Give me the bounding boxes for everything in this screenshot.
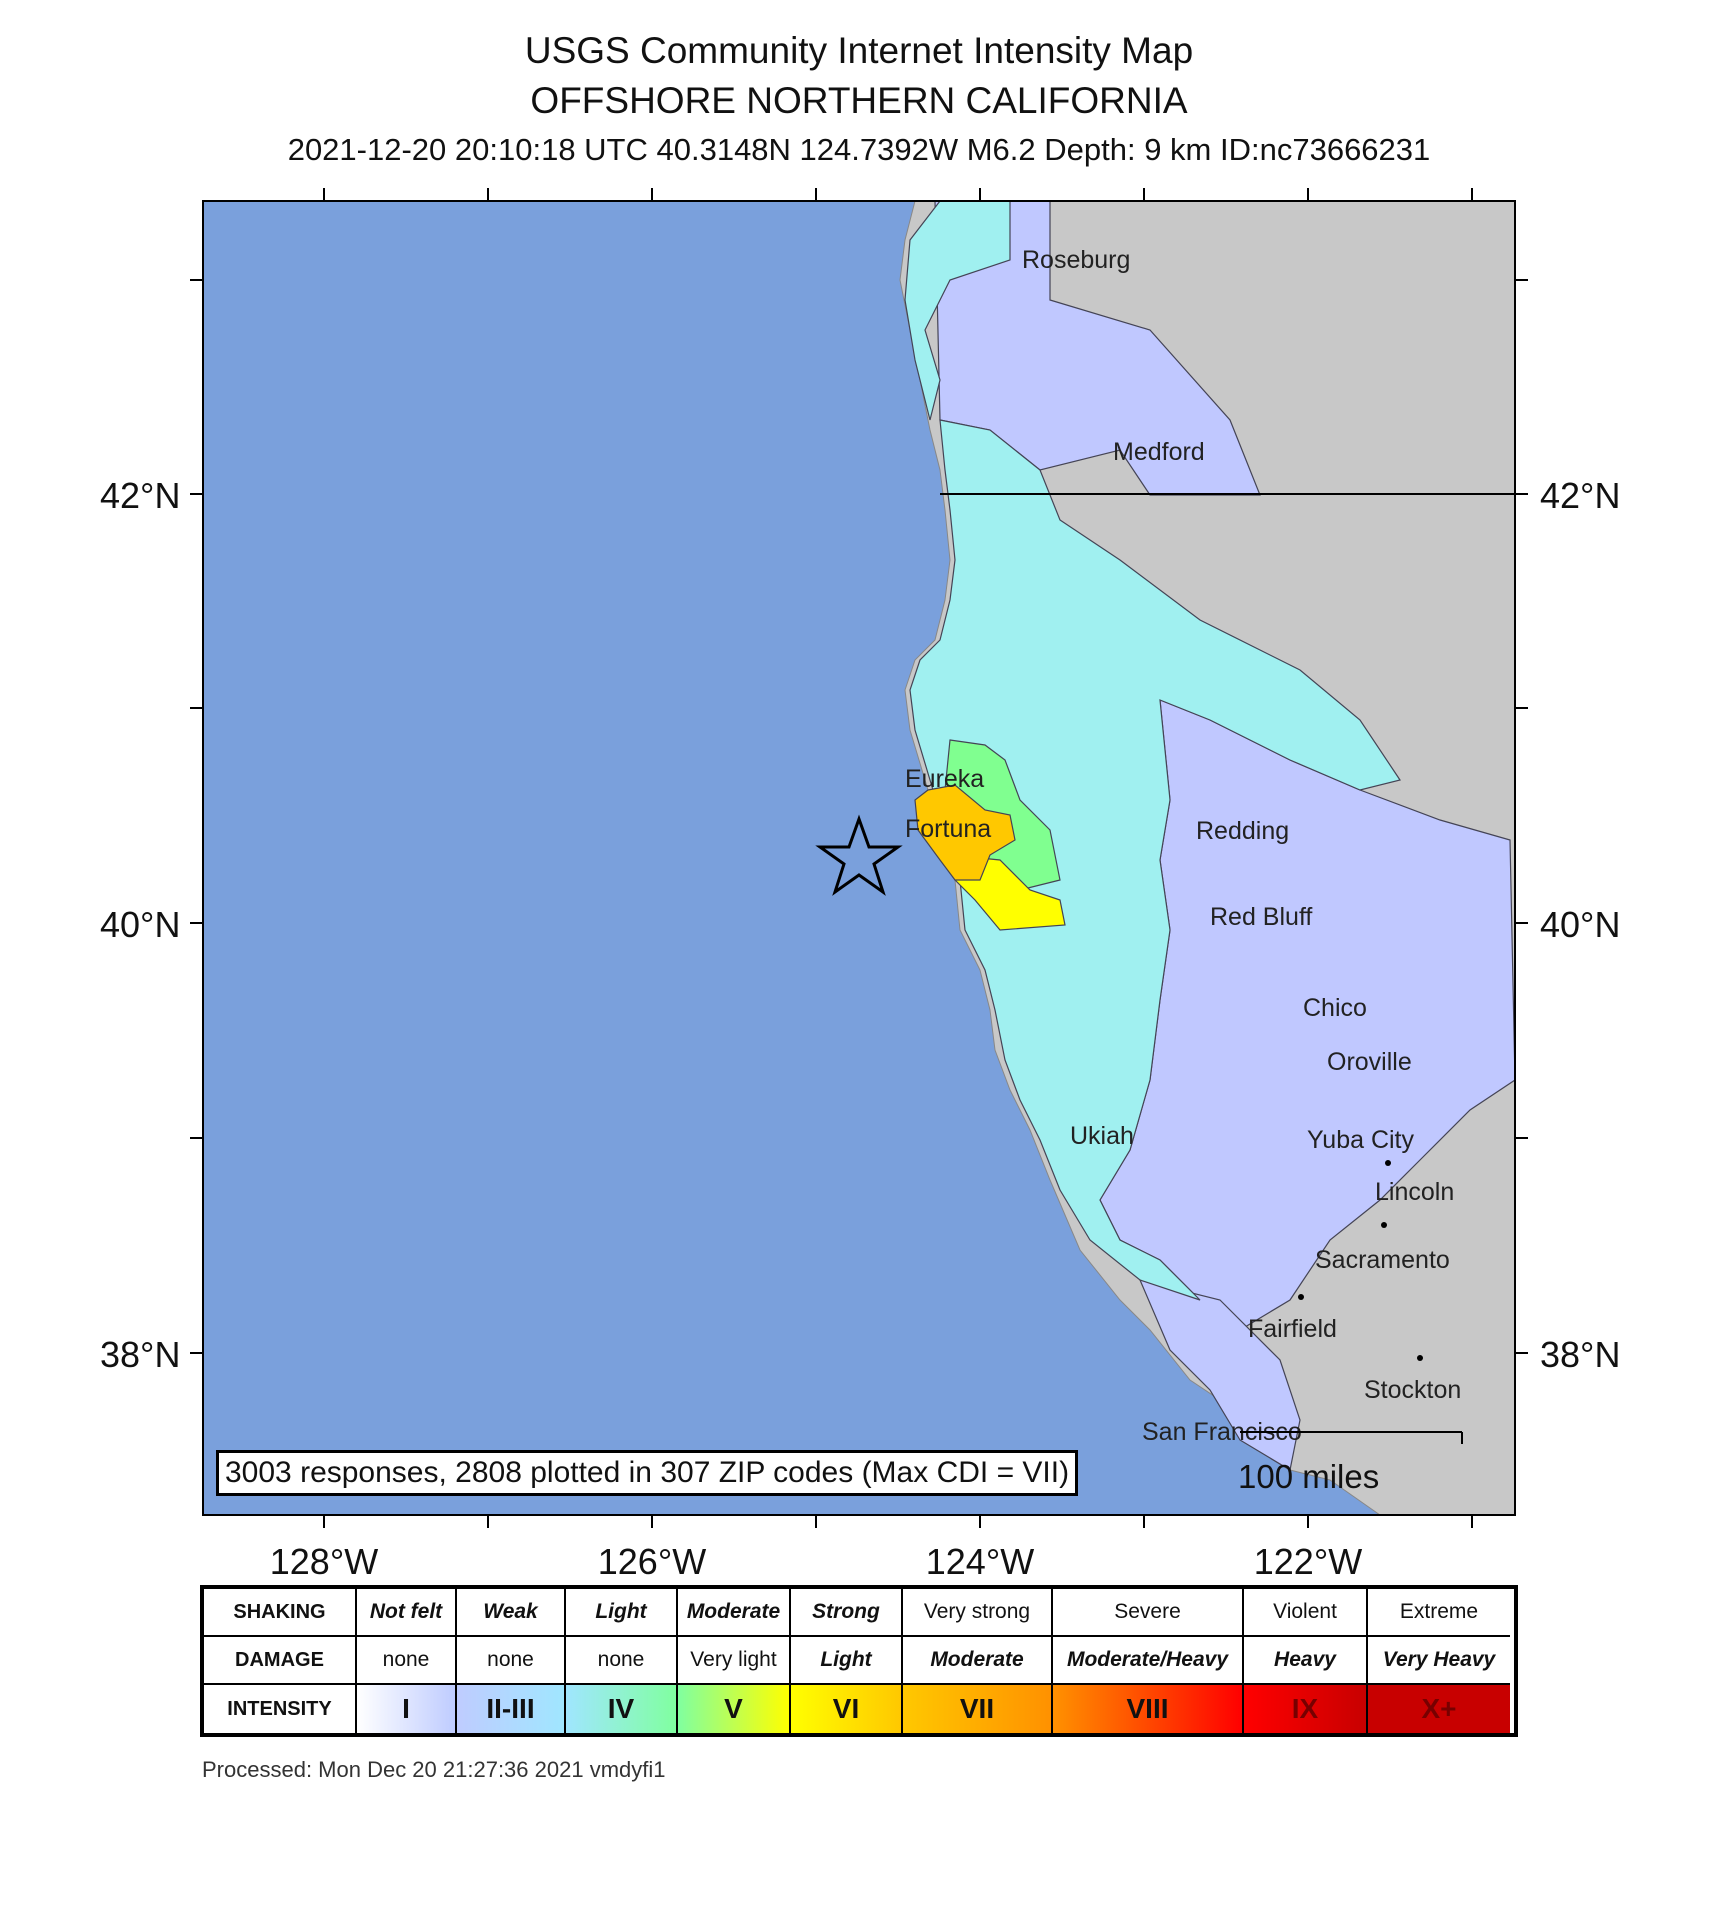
shaking-cell: Extreme — [1368, 1589, 1510, 1637]
intensity-map: 42°N 40°N 38°N 42°N 40°N 38°N 128°W 126°… — [100, 188, 1620, 1580]
damage-cell: Light — [791, 1637, 903, 1685]
shaking-cell: Moderate — [678, 1589, 791, 1637]
lon-label: 126°W — [598, 1541, 706, 1580]
damage-cell: Moderate — [903, 1637, 1053, 1685]
damage-cell: none — [357, 1637, 457, 1685]
city-label: Fairfield — [1248, 1315, 1337, 1343]
damage-cell: Moderate/Heavy — [1053, 1637, 1244, 1685]
city-label: Oroville — [1327, 1048, 1412, 1076]
city-label: Lincoln — [1375, 1178, 1454, 1206]
event-info: 2021-12-20 20:10:18 UTC 40.3148N 124.739… — [287, 132, 1431, 167]
city-dots — [1298, 1160, 1423, 1361]
lon-label: 122°W — [1254, 1541, 1362, 1580]
lon-label: 128°W — [270, 1541, 378, 1580]
lat-label: 40°N — [1540, 904, 1620, 945]
map-frame — [202, 200, 1516, 1516]
lat-label: 38°N — [1540, 1334, 1620, 1375]
zone-iv — [909, 419, 1401, 1301]
intensity-cell: I — [357, 1685, 457, 1733]
intensity-cell: VII — [903, 1685, 1053, 1733]
shaking-cell: Very strong — [903, 1589, 1053, 1637]
shaking-cell: Light — [566, 1589, 678, 1637]
intensity-cell: X+ — [1368, 1685, 1510, 1733]
zone-iv — [904, 201, 1011, 421]
shaking-cell: Strong — [791, 1589, 903, 1637]
city-label: Fortuna — [905, 815, 991, 843]
lat-label: 40°N — [100, 904, 180, 945]
city-label: Ukiah — [1070, 1122, 1134, 1150]
intensity-cell: II-III — [457, 1685, 566, 1733]
city-label: Medford — [1113, 438, 1205, 466]
damage-cell: Very light — [678, 1637, 791, 1685]
intensity-legend: SHAKING Not felt Weak Light Moderate Str… — [200, 1585, 1518, 1737]
legend-row-header: INTENSITY — [204, 1685, 357, 1733]
shaking-cell: Not felt — [357, 1589, 457, 1637]
lat-label: 38°N — [100, 1334, 180, 1375]
damage-cell: Very Heavy — [1368, 1637, 1510, 1685]
damage-cell: none — [457, 1637, 566, 1685]
city-label: Redding — [1196, 817, 1289, 845]
intensity-cell: IV — [566, 1685, 678, 1733]
damage-cell: Heavy — [1244, 1637, 1368, 1685]
city-label: Red Bluff — [1210, 903, 1312, 931]
city-label: Roseburg — [1022, 246, 1130, 274]
shaking-cell: Severe — [1053, 1589, 1244, 1637]
city-label: Chico — [1303, 994, 1367, 1022]
legend-row-header: SHAKING — [204, 1589, 357, 1637]
axis-ticks — [190, 188, 1528, 1528]
map-title: USGS Community Internet Intensity Map — [524, 30, 1194, 71]
city-label: Sacramento — [1315, 1246, 1450, 1274]
processed-timestamp: Processed: Mon Dec 20 21:27:36 2021 vmdy… — [202, 1757, 666, 1782]
shaking-cell: Weak — [457, 1589, 566, 1637]
shaking-cell: Violent — [1244, 1589, 1368, 1637]
zone-vii — [914, 784, 1016, 881]
city-label: Stockton — [1364, 1376, 1461, 1404]
epicenter-star-icon — [815, 814, 903, 896]
response-count: 3003 responses, 2808 plotted in 307 ZIP … — [216, 1450, 1079, 1496]
city-label: Yuba City — [1307, 1126, 1415, 1154]
intensity-cell: VIII — [1053, 1685, 1244, 1733]
zone-ii-iii — [1138, 1279, 1301, 1471]
intensity-cell: IX — [1244, 1685, 1368, 1733]
city-label: Eureka — [905, 765, 984, 793]
lat-label: 42°N — [100, 475, 180, 516]
intensity-cell: VI — [791, 1685, 903, 1733]
legend-row-header: DAMAGE — [204, 1637, 357, 1685]
map-region: OFFSHORE NORTHERN CALIFORNIA — [530, 80, 1188, 121]
damage-cell: none — [566, 1637, 678, 1685]
lat-label: 42°N — [1540, 475, 1620, 516]
intensity-cell: V — [678, 1685, 791, 1733]
lon-label: 124°W — [926, 1541, 1034, 1580]
scale-label: 100 miles — [1238, 1458, 1380, 1495]
